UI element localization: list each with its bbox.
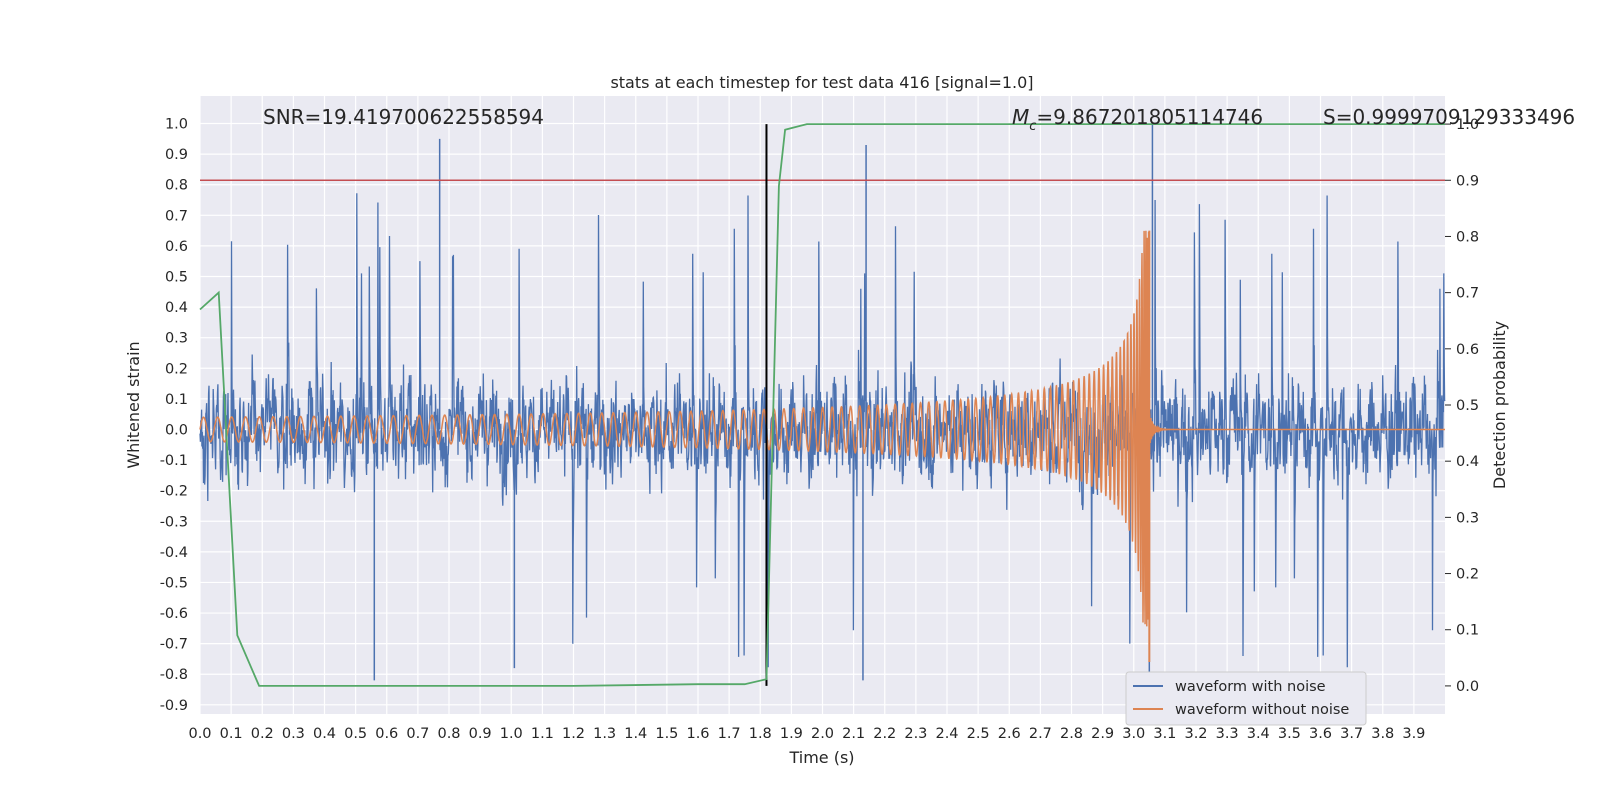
x-tick-label: 3.9 <box>1402 726 1425 742</box>
x-tick-label: 3.1 <box>1153 726 1176 742</box>
chirp-mass-symbol: M <box>1012 105 1029 129</box>
x-tick-label: 0.3 <box>282 726 305 742</box>
y-right-tick-label: 1.0 <box>1456 117 1479 133</box>
legend-label-noise: waveform with noise <box>1175 679 1326 695</box>
y-right-tick-label: 0.7 <box>1456 286 1479 302</box>
x-tick-label: 1.3 <box>593 726 616 742</box>
y-right-tick-label: 0.5 <box>1456 398 1479 414</box>
y-right-tick-label: 0.2 <box>1456 567 1479 583</box>
x-tick-label: 2.6 <box>998 726 1021 742</box>
x-tick-label: 1.1 <box>531 726 554 742</box>
y-left-tick-label: -0.6 <box>160 606 188 622</box>
x-tick-label: 1.4 <box>624 726 647 742</box>
y-left-tick-label: 1.0 <box>165 117 188 133</box>
y-left-tick-label: 0.7 <box>165 208 188 224</box>
y-left-tick-label: -0.2 <box>160 484 188 500</box>
y-right-tick-label: 0.1 <box>1456 623 1479 639</box>
x-tick-label: 0.4 <box>313 726 336 742</box>
y-left-tick-label: -0.8 <box>160 667 188 683</box>
x-tick-label: 3.6 <box>1309 726 1332 742</box>
y-left-tick-label: 0.5 <box>165 270 188 286</box>
x-tick-label: 2.0 <box>811 726 834 742</box>
x-tick-label: 2.5 <box>967 726 990 742</box>
x-tick-label: 3.7 <box>1340 726 1363 742</box>
x-tick-label: 3.0 <box>1122 726 1145 742</box>
x-tick-label: 2.3 <box>904 726 927 742</box>
y-left-tick-label: 0.8 <box>165 178 188 194</box>
x-tick-label: 3.5 <box>1278 726 1301 742</box>
x-tick-label: 0.6 <box>375 726 398 742</box>
overlay-lines <box>200 124 1445 686</box>
waveform-with-noise-series <box>199 123 1446 681</box>
x-tick-label: 1.6 <box>686 726 709 742</box>
y-left-tick-label: 0.2 <box>165 361 188 377</box>
chirp-mass-annotation: Mc=9.867201805114746 <box>1012 105 1263 134</box>
x-tick-label: 0.8 <box>437 726 460 742</box>
x-tick-label: 1.2 <box>562 726 585 742</box>
x-tick-labels: 0.0 0.1 0.2 0.3 0.4 0.5 0.6 0.7 0.8 0.9 1.0 1.1 1.2 1… <box>188 726 1425 742</box>
x-tick-label: 0.1 <box>220 726 243 742</box>
y-left-tick-label: 0.9 <box>165 147 188 163</box>
y-left-tick-label: -0.9 <box>160 698 188 714</box>
y-left-tick-label: -0.5 <box>160 575 188 591</box>
y-right-tick-labels: 0.0 0.1 0.2 0.3 0.4 0.5 0.6 0.7 0.8 0.9 1.0 <box>1445 117 1479 695</box>
y-axis-label-left: Whitened strain <box>124 341 143 468</box>
y-right-tick-label: 0.9 <box>1456 173 1479 189</box>
x-tick-label: 2.4 <box>935 726 958 742</box>
detection-probability-series <box>199 123 1445 687</box>
x-tick-label: 2.7 <box>1029 726 1052 742</box>
x-tick-label: 0.2 <box>251 726 274 742</box>
y-left-tick-label: -0.4 <box>160 545 188 561</box>
x-tick-label: 0.7 <box>406 726 429 742</box>
x-tick-label: 1.8 <box>749 726 772 742</box>
y-left-tick-label: 0.4 <box>165 300 188 316</box>
x-tick-label: 2.1 <box>842 726 865 742</box>
x-tick-label: 1.7 <box>718 726 741 742</box>
x-tick-label: 0.9 <box>469 726 492 742</box>
x-tick-label: 1.0 <box>500 726 523 742</box>
x-tick-label: 0.0 <box>188 726 211 742</box>
y-left-tick-label: 0.6 <box>165 239 188 255</box>
y-left-tick-label: 0.3 <box>165 331 188 347</box>
y-right-tick-label: 0.0 <box>1456 679 1479 695</box>
x-axis-label: Time (s) <box>788 748 854 767</box>
y-right-tick-label: 0.8 <box>1456 229 1479 245</box>
y-right-tick-label: 0.6 <box>1456 342 1479 358</box>
probability-line <box>199 123 1445 687</box>
y-left-tick-label: -0.7 <box>160 637 188 653</box>
x-tick-label: 2.2 <box>873 726 896 742</box>
s-annotation: S=0.9999709129333496 <box>1323 105 1575 129</box>
legend-label-clean: waveform without noise <box>1175 702 1349 718</box>
x-tick-label: 1.9 <box>780 726 803 742</box>
legend: waveform with noise waveform without noi… <box>1125 671 1367 726</box>
x-tick-label: 2.8 <box>1060 726 1083 742</box>
y-left-tick-label: 0.1 <box>165 392 188 408</box>
x-tick-label: 3.2 <box>1184 726 1207 742</box>
waveform-without-noise-series <box>199 230 1445 662</box>
noise-waveform-line <box>199 193 1446 668</box>
y-left-tick-labels: -0.9 -0.8 -0.7 -0.6 -0.5 -0.4 -0.3 -0.2 -0.1 0.0 0… <box>160 117 188 714</box>
legend-box <box>1125 671 1367 726</box>
x-tick-label: 3.3 <box>1216 726 1239 742</box>
x-tick-label: 2.9 <box>1091 726 1114 742</box>
x-tick-label: 3.8 <box>1371 726 1394 742</box>
clean-waveform-line <box>199 230 1445 628</box>
chart-title: stats at each timestep for test data 416… <box>610 73 1033 92</box>
x-tick-label: 3.4 <box>1247 726 1270 742</box>
chirp-mass-value: =9.867201805114746 <box>1036 105 1263 129</box>
y-left-tick-label: -0.1 <box>160 453 188 469</box>
snr-annotation: SNR=19.419700622558594 <box>263 105 544 129</box>
y-right-tick-label: 0.4 <box>1456 454 1479 470</box>
y-left-tick-label: -0.3 <box>160 514 188 530</box>
x-tick-label: 1.5 <box>655 726 678 742</box>
chirp-mass-subscript: c <box>1029 119 1036 134</box>
y-axis-label-right: Detection probability <box>1490 321 1509 489</box>
x-tick-label: 0.5 <box>344 726 367 742</box>
y-left-tick-label: 0.0 <box>165 422 188 438</box>
y-right-tick-label: 0.3 <box>1456 510 1479 526</box>
